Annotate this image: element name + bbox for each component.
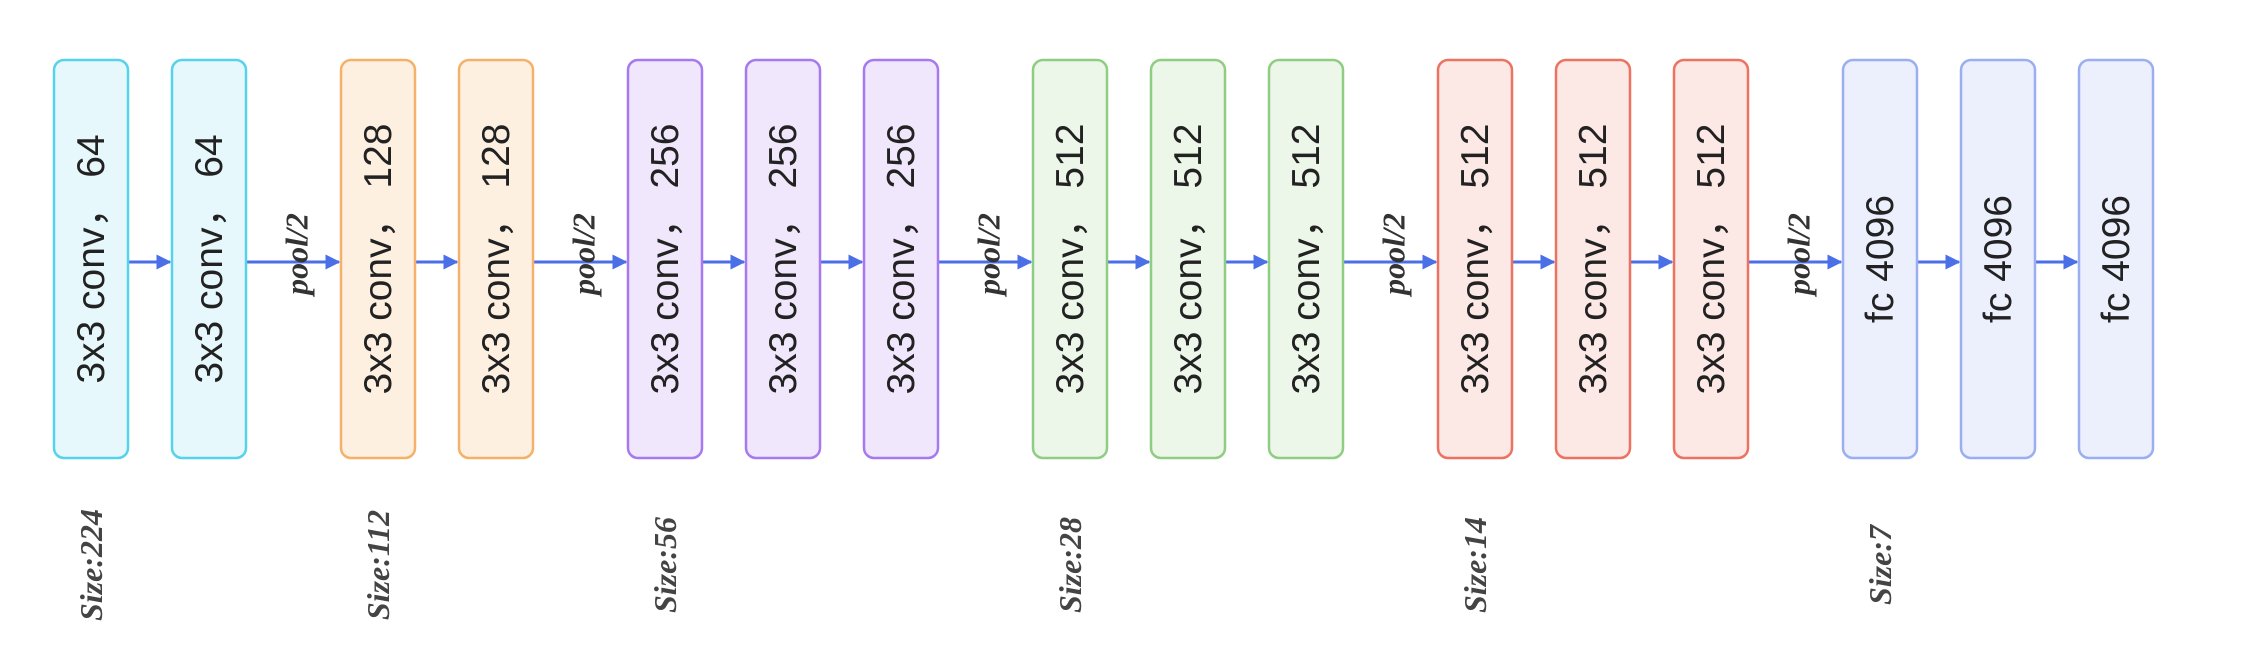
layer-block [170,58,248,460]
layer-block [1149,58,1227,460]
layer-block [862,58,940,460]
layer-block [744,58,822,460]
pool-label: pool/2 [1376,213,1412,298]
pool-label: pool/2 [279,213,315,298]
layer-block [339,58,417,460]
blocks-layer [52,58,2155,460]
layer-block [1554,58,1632,460]
layer-block [1031,58,1109,460]
layer-block-label: fc 4096 [2095,195,2138,323]
layer-block-label: fc 4096 [1859,195,1902,323]
layer-block-label: fc 4096 [1977,195,2020,323]
layer-block-label: 3x3 conv， 512 [1285,123,1328,394]
layer-block [1436,58,1514,460]
layer-block-label: 3x3 conv， 256 [644,123,687,394]
layer-block [52,58,130,460]
layer-block [626,58,704,460]
labels-layer: 3x3 conv， 64 3x3 conv， 64 Size:224 pool/2 3x… [70,123,2138,621]
layer-block [1959,58,2037,460]
layer-block-label: 3x3 conv， 128 [475,123,518,394]
layer-block-label: 3x3 conv， 128 [357,123,400,394]
size-label: Size:7 [1862,523,1898,605]
layer-block-label: 3x3 conv， 256 [880,123,923,394]
layer-block-label: 3x3 conv， 512 [1572,123,1615,394]
size-label: Size:14 [1457,517,1493,613]
layer-block [1267,58,1345,460]
layer-block [2077,58,2155,460]
size-label: Size:56 [647,517,683,613]
size-label: Size:28 [1052,517,1088,613]
layer-block-label: 3x3 conv， 512 [1167,123,1210,394]
layer-block-label: 3x3 conv， 512 [1049,123,1092,394]
pool-label: pool/2 [566,213,602,298]
pool-label: pool/2 [971,213,1007,298]
layer-block-label: 3x3 conv， 512 [1454,123,1497,394]
layer-block [457,58,535,460]
layer-block-label: 3x3 conv， 256 [762,123,805,394]
layer-block-label: 3x3 conv， 512 [1690,123,1733,394]
layer-block [1841,58,1919,460]
layer-block-label: 3x3 conv， 64 [70,134,113,383]
size-label: Size:112 [360,510,396,620]
size-label: Size:224 [73,509,109,621]
layer-block-label: 3x3 conv， 64 [188,134,231,383]
layer-block [1672,58,1750,460]
pool-label: pool/2 [1781,213,1817,298]
